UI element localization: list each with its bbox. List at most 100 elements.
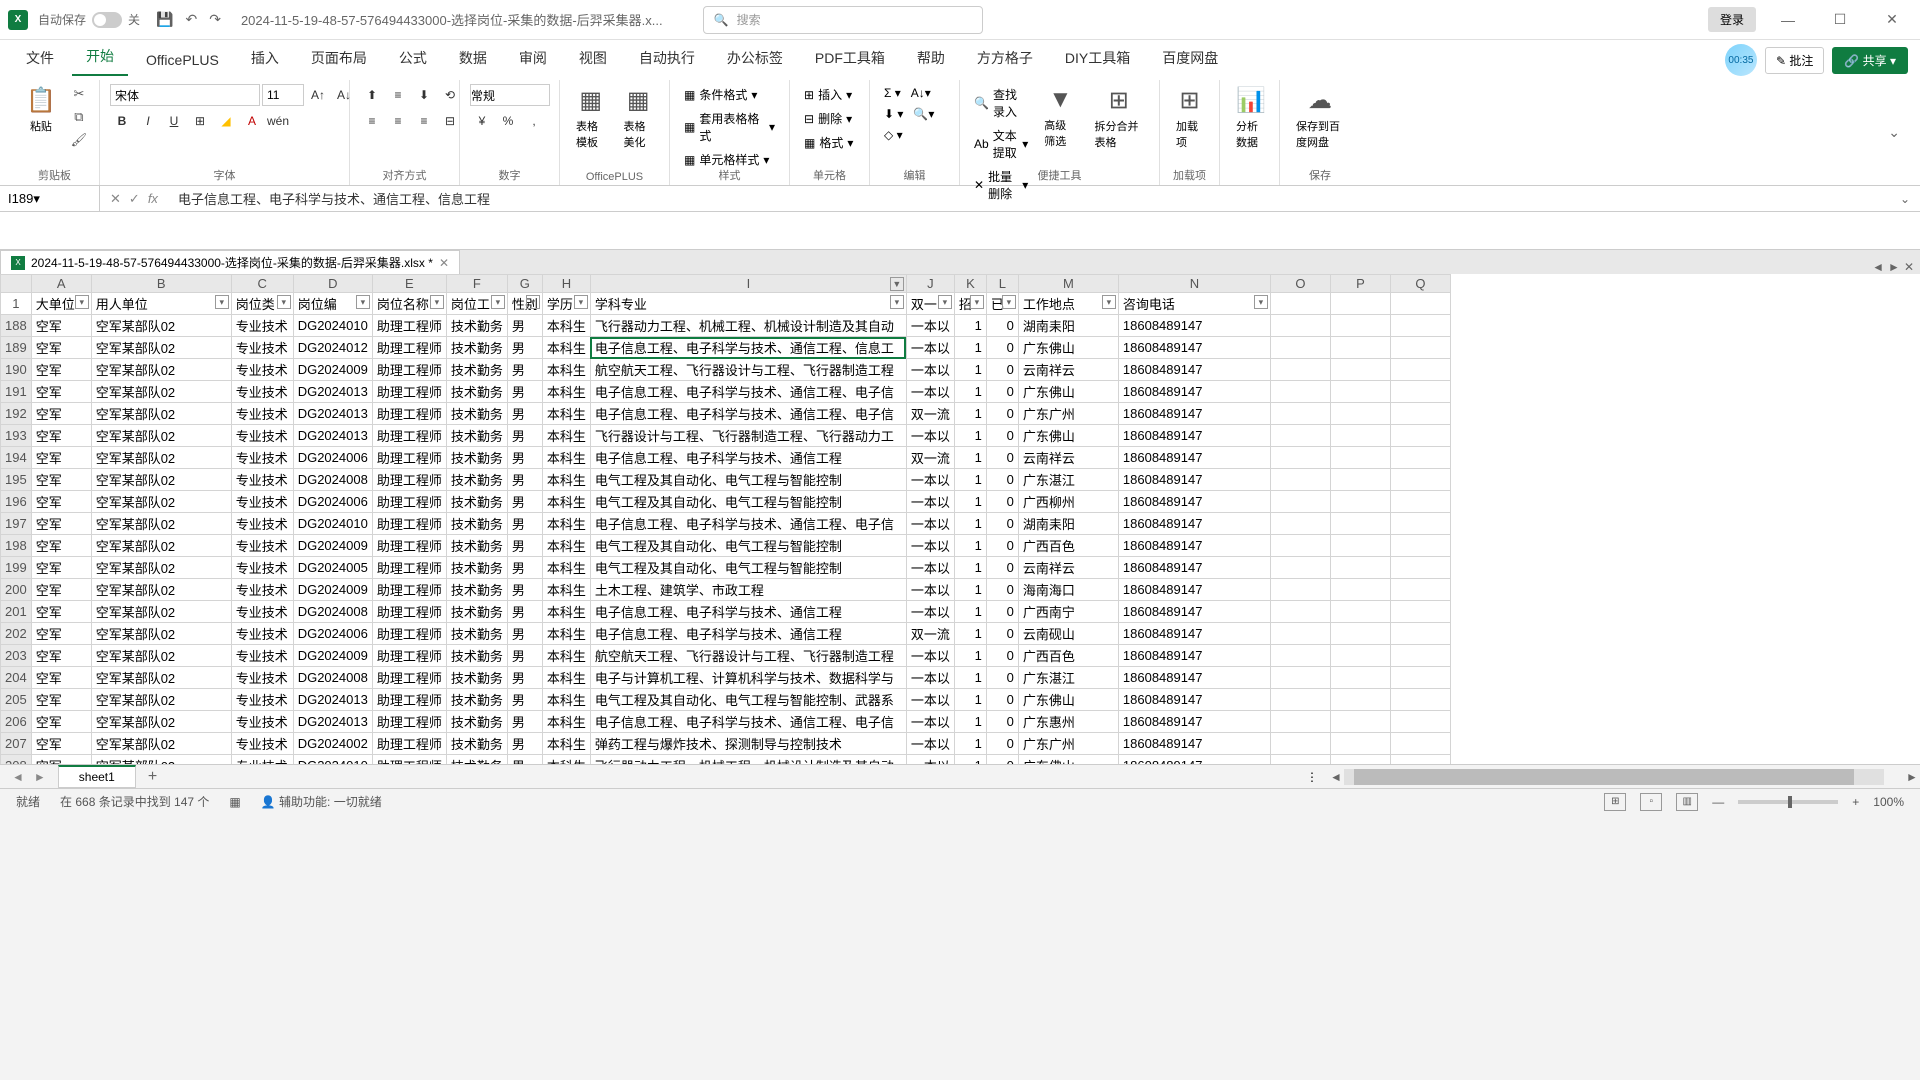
- cell[interactable]: [1330, 645, 1390, 667]
- conditional-format-button[interactable]: ▦ 条件格式 ▾: [680, 84, 779, 105]
- cell[interactable]: 空军某部队02: [91, 447, 231, 469]
- cell[interactable]: [1270, 403, 1330, 425]
- cell[interactable]: 技术勤务: [446, 535, 507, 557]
- cell[interactable]: 18608489147: [1118, 645, 1270, 667]
- row-head-198[interactable]: 198: [1, 535, 32, 557]
- cell[interactable]: 技术勤务: [446, 359, 507, 381]
- ribbon-tab-6[interactable]: 数据: [445, 40, 501, 76]
- cell[interactable]: 专业技术: [231, 601, 293, 623]
- cell[interactable]: 助理工程师: [372, 359, 446, 381]
- cell[interactable]: 空军某部队02: [91, 689, 231, 711]
- save-icon[interactable]: 💾: [156, 11, 173, 28]
- cell[interactable]: DG2024012: [293, 337, 372, 359]
- cell[interactable]: 本科生: [542, 733, 590, 755]
- fill-color-icon[interactable]: ◢: [214, 110, 238, 132]
- cell[interactable]: 空军: [31, 469, 91, 491]
- cell[interactable]: 广西百色: [1018, 645, 1118, 667]
- header-cell[interactable]: 学历▾: [542, 293, 590, 315]
- cell[interactable]: 技术勤务: [446, 491, 507, 513]
- row-head-208[interactable]: 208: [1, 755, 32, 765]
- cell[interactable]: DG2024009: [293, 359, 372, 381]
- header-cell[interactable]: 学科专业▾: [590, 293, 906, 315]
- cell[interactable]: 技术勤务: [446, 381, 507, 403]
- cell[interactable]: 双一流: [906, 403, 954, 425]
- cell[interactable]: 男: [507, 623, 542, 645]
- cell[interactable]: DG2024013: [293, 381, 372, 403]
- cell[interactable]: 1: [954, 315, 986, 337]
- cell[interactable]: 1: [954, 755, 986, 765]
- cell[interactable]: 1: [954, 447, 986, 469]
- cell[interactable]: [1330, 513, 1390, 535]
- col-head-A[interactable]: A: [31, 275, 91, 293]
- cell[interactable]: DG2024010: [293, 755, 372, 765]
- cell[interactable]: 技术勤务: [446, 711, 507, 733]
- cell[interactable]: 专业技术: [231, 733, 293, 755]
- cell[interactable]: 空军某部队02: [91, 557, 231, 579]
- cell[interactable]: 助理工程师: [372, 755, 446, 765]
- col-head-G[interactable]: G: [507, 275, 542, 293]
- cell[interactable]: 空军某部队02: [91, 667, 231, 689]
- cell[interactable]: 技术勤务: [446, 667, 507, 689]
- header-cell[interactable]: 岗位编▾: [293, 293, 372, 315]
- row-head-189[interactable]: 189: [1, 337, 32, 359]
- normal-view-icon[interactable]: ⊞: [1604, 793, 1626, 811]
- cell[interactable]: 本科生: [542, 755, 590, 765]
- row-head-194[interactable]: 194: [1, 447, 32, 469]
- row-head-1[interactable]: 1: [1, 293, 32, 315]
- cell[interactable]: 空军: [31, 381, 91, 403]
- cell[interactable]: [1330, 337, 1390, 359]
- header-cell[interactable]: 岗位工▾: [446, 293, 507, 315]
- cell[interactable]: 1: [954, 733, 986, 755]
- ribbon-tab-15[interactable]: 百度网盘: [1148, 40, 1232, 76]
- cell[interactable]: 一本以: [906, 755, 954, 765]
- cell[interactable]: 助理工程师: [372, 513, 446, 535]
- cell[interactable]: 广东佛山: [1018, 337, 1118, 359]
- col-head-I[interactable]: I▼: [590, 275, 906, 293]
- expand-formula-icon[interactable]: ⌄: [1890, 192, 1920, 206]
- cut-icon[interactable]: ✂: [68, 84, 90, 104]
- cell[interactable]: 18608489147: [1118, 513, 1270, 535]
- ribbon-tab-14[interactable]: DIY工具箱: [1051, 40, 1144, 76]
- cell[interactable]: 空军某部队02: [91, 601, 231, 623]
- cell[interactable]: DG2024008: [293, 601, 372, 623]
- cell[interactable]: 助理工程师: [372, 667, 446, 689]
- workbook-tab[interactable]: X 2024-11-5-19-48-57-576494433000-选择岗位-采…: [0, 250, 460, 274]
- cell[interactable]: 技术勤务: [446, 425, 507, 447]
- cell[interactable]: 0: [986, 601, 1018, 623]
- status-record-icon[interactable]: ▦: [229, 795, 240, 809]
- cell[interactable]: 广东惠州: [1018, 711, 1118, 733]
- cell[interactable]: [1330, 315, 1390, 337]
- cell[interactable]: 技术勤务: [446, 557, 507, 579]
- header-cell[interactable]: 岗位类▾: [231, 293, 293, 315]
- cell[interactable]: 男: [507, 425, 542, 447]
- cell[interactable]: 18608489147: [1118, 337, 1270, 359]
- row-head-199[interactable]: 199: [1, 557, 32, 579]
- cell[interactable]: 电子信息工程、电子科学与技术、通信工程: [590, 447, 906, 469]
- cell[interactable]: 空军: [31, 513, 91, 535]
- header-cell[interactable]: [1330, 293, 1390, 315]
- cell[interactable]: 男: [507, 579, 542, 601]
- undo-icon[interactable]: ↶: [185, 11, 197, 28]
- cell[interactable]: [1270, 601, 1330, 623]
- border-icon[interactable]: ⊞: [188, 110, 212, 132]
- close-icon[interactable]: ✕: [1872, 11, 1912, 28]
- cell[interactable]: 0: [986, 425, 1018, 447]
- cell[interactable]: 海南海口: [1018, 579, 1118, 601]
- cell[interactable]: 飞行器动力工程、机械工程、机械设计制造及其自动: [590, 315, 906, 337]
- cell[interactable]: 本科生: [542, 667, 590, 689]
- save-baidu-button[interactable]: ☁保存到百度网盘: [1290, 84, 1350, 152]
- cell[interactable]: 电子信息工程、电子科学与技术、通信工程、信息工: [590, 337, 906, 359]
- col-head-C[interactable]: C: [231, 275, 293, 293]
- cell[interactable]: 本科生: [542, 601, 590, 623]
- row-head-204[interactable]: 204: [1, 667, 32, 689]
- cell[interactable]: 广西南宁: [1018, 601, 1118, 623]
- row-head-196[interactable]: 196: [1, 491, 32, 513]
- cell[interactable]: DG2024006: [293, 623, 372, 645]
- cell[interactable]: 空军某部队02: [91, 403, 231, 425]
- cell[interactable]: 0: [986, 513, 1018, 535]
- cell[interactable]: 助理工程师: [372, 469, 446, 491]
- comments-button[interactable]: ✎ 批注: [1765, 47, 1824, 74]
- cell[interactable]: 空军: [31, 557, 91, 579]
- cell[interactable]: 18608489147: [1118, 359, 1270, 381]
- tab-scroll-left-icon[interactable]: ◄: [1872, 260, 1884, 274]
